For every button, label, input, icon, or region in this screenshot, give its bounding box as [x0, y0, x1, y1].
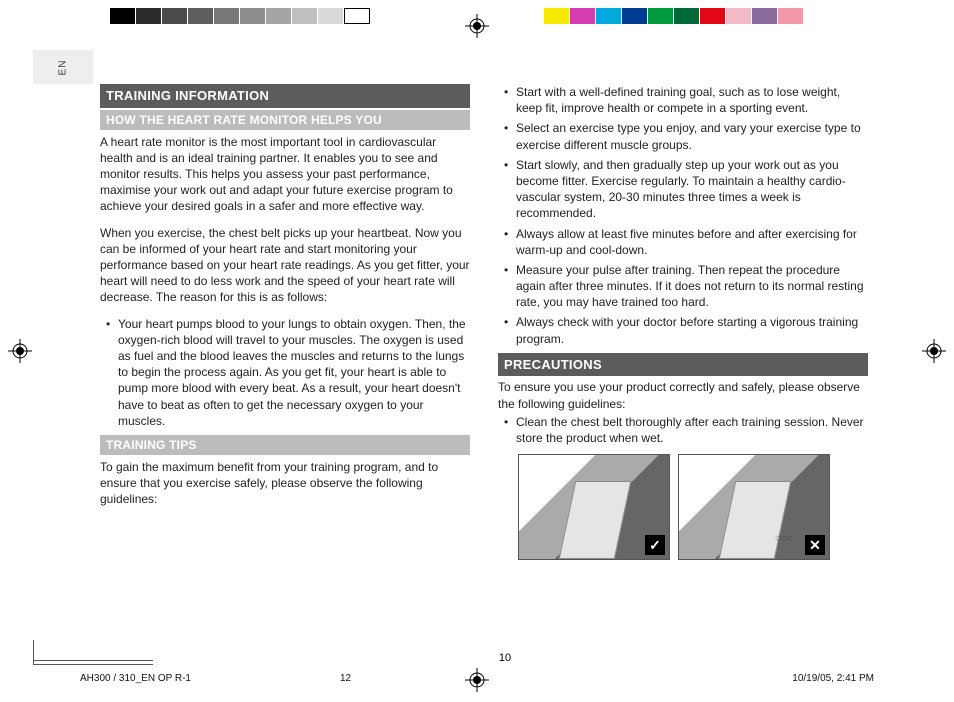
print-page-number: 12 [340, 673, 351, 684]
registration-mark-icon [465, 14, 489, 38]
list-item: Always check with your doctor before sta… [502, 314, 868, 346]
check-icon: ✓ [645, 535, 665, 555]
swatch [622, 8, 648, 24]
figure-row: ✓ ◌◌◌ ✕ [518, 454, 868, 560]
subsection-heading: TRAINING TIPS [100, 435, 470, 455]
swatch [752, 8, 778, 24]
bullet-list: Your heart pumps blood to your lungs to … [100, 316, 470, 429]
swatch [648, 8, 674, 24]
body-paragraph: To gain the maximum benefit from your tr… [100, 459, 470, 508]
swatch [188, 8, 214, 24]
swatch [674, 8, 700, 24]
language-tab: EN [33, 50, 93, 84]
swatch [544, 8, 570, 24]
registration-mark-icon [922, 339, 946, 363]
crop-mark-icon [33, 664, 153, 665]
section-heading: PRECAUTIONS [498, 353, 868, 377]
print-datetime: 10/19/05, 2:41 PM [792, 673, 874, 684]
doc-id: AH300 / 310_EN OP R-1 [80, 673, 191, 684]
swatch [266, 8, 292, 24]
swatch [596, 8, 622, 24]
swatch [778, 8, 804, 24]
swatch [110, 8, 136, 24]
swatch [344, 8, 370, 24]
manual-page: TRAINING INFORMATION HOW THE HEART RATE … [100, 84, 910, 644]
list-item: Start slowly, and then gradually step up… [502, 157, 868, 222]
list-item: Your heart pumps blood to your lungs to … [104, 316, 470, 429]
body-paragraph: A heart rate monitor is the most importa… [100, 134, 470, 215]
list-item: Measure your pulse after training. Then … [502, 262, 868, 311]
body-paragraph: To ensure you use your product correctly… [498, 379, 868, 411]
section-heading: TRAINING INFORMATION [100, 84, 470, 108]
swatch [726, 8, 752, 24]
right-column: Start with a well-defined training goal,… [498, 84, 868, 644]
figure-incorrect: ◌◌◌ ✕ [678, 454, 830, 560]
swatch [570, 8, 596, 24]
swatch [162, 8, 188, 24]
swatch [240, 8, 266, 24]
swatch [292, 8, 318, 24]
bullet-list: Start with a well-defined training goal,… [498, 84, 868, 347]
language-label: EN [58, 59, 69, 75]
printer-color-bar [110, 8, 804, 24]
bullet-list: Clean the chest belt thoroughly after ea… [498, 414, 868, 446]
crop-mark-icon [33, 660, 153, 661]
body-paragraph: When you exercise, the chest belt picks … [100, 225, 470, 306]
figure-correct: ✓ [518, 454, 670, 560]
subsection-heading: HOW THE HEART RATE MONITOR HELPS YOU [100, 110, 470, 130]
left-column: TRAINING INFORMATION HOW THE HEART RATE … [100, 84, 470, 644]
cross-icon: ✕ [805, 535, 825, 555]
swatch [700, 8, 726, 24]
list-item: Start with a well-defined training goal,… [502, 84, 868, 116]
water-drops-icon: ◌◌◌ [775, 532, 793, 546]
list-item: Select an exercise type you enjoy, and v… [502, 120, 868, 152]
list-item: Clean the chest belt thoroughly after ea… [502, 414, 868, 446]
swatch [318, 8, 344, 24]
swatch [214, 8, 240, 24]
list-item: Always allow at least five minutes befor… [502, 226, 868, 258]
registration-mark-icon [8, 339, 32, 363]
page-number: 10 [100, 652, 910, 664]
print-footer: AH300 / 310_EN OP R-1 12 10/19/05, 2:41 … [80, 673, 874, 684]
swatch [136, 8, 162, 24]
